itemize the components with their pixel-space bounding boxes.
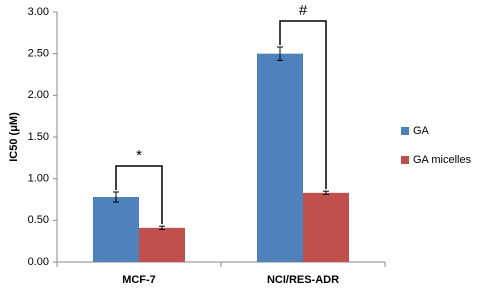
y-tick-label: 3.00 <box>28 6 49 18</box>
legend-label: GA micelles <box>413 154 472 166</box>
error-bar <box>277 46 283 61</box>
y-axis-label: IC50 (μM) <box>8 112 20 162</box>
error-bar <box>159 225 165 230</box>
significance-bracket <box>279 20 327 190</box>
significance-mark: * <box>136 147 142 164</box>
bar <box>139 227 185 262</box>
significance-mark: # <box>299 2 308 19</box>
legend-swatch <box>401 127 409 135</box>
error-bar <box>113 191 119 203</box>
y-tick-label: 2.00 <box>28 89 49 101</box>
bar <box>93 197 139 262</box>
legend-label: GA <box>413 125 430 137</box>
bar <box>257 53 303 262</box>
x-tick-label: NCI/RES-ADR <box>267 274 339 286</box>
y-tick-label: 1.00 <box>28 173 49 185</box>
error-bar <box>323 190 329 195</box>
bar <box>303 192 349 262</box>
y-tick-label: 0.00 <box>28 256 49 268</box>
x-tick-label: MCF-7 <box>122 274 156 286</box>
y-tick-label: 1.50 <box>28 131 49 143</box>
legend-swatch <box>401 156 409 164</box>
significance-bracket <box>115 165 163 225</box>
y-tick-label: 2.50 <box>28 48 49 60</box>
y-tick-label: 0.50 <box>28 214 49 226</box>
